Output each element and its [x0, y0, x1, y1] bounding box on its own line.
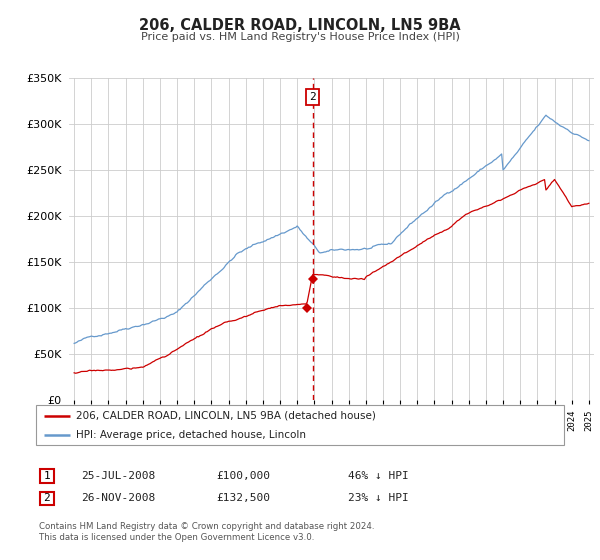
Text: £100,000: £100,000 — [216, 471, 270, 481]
Text: 46% ↓ HPI: 46% ↓ HPI — [348, 471, 409, 481]
Text: HPI: Average price, detached house, Lincoln: HPI: Average price, detached house, Linc… — [76, 430, 305, 440]
Text: 206, CALDER ROAD, LINCOLN, LN5 9BA (detached house): 206, CALDER ROAD, LINCOLN, LN5 9BA (deta… — [76, 411, 376, 421]
Text: 1: 1 — [43, 471, 50, 481]
Text: 206, CALDER ROAD, LINCOLN, LN5 9BA: 206, CALDER ROAD, LINCOLN, LN5 9BA — [139, 18, 461, 33]
Text: 2: 2 — [43, 493, 50, 503]
FancyBboxPatch shape — [40, 492, 54, 505]
Text: Contains HM Land Registry data © Crown copyright and database right 2024.
This d: Contains HM Land Registry data © Crown c… — [39, 522, 374, 542]
Text: Price paid vs. HM Land Registry's House Price Index (HPI): Price paid vs. HM Land Registry's House … — [140, 32, 460, 42]
FancyBboxPatch shape — [40, 469, 54, 483]
Text: 23% ↓ HPI: 23% ↓ HPI — [348, 493, 409, 503]
Text: £132,500: £132,500 — [216, 493, 270, 503]
Text: 26-NOV-2008: 26-NOV-2008 — [81, 493, 155, 503]
Text: 2: 2 — [309, 92, 316, 102]
Text: 25-JUL-2008: 25-JUL-2008 — [81, 471, 155, 481]
FancyBboxPatch shape — [36, 405, 564, 445]
